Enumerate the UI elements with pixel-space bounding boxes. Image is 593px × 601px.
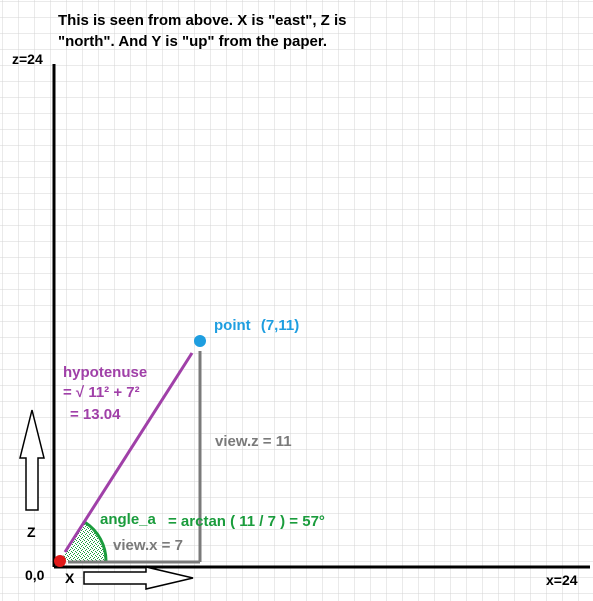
- hypotenuse-label-3: = 13.04: [70, 406, 121, 423]
- point-marker: [194, 335, 206, 347]
- z-max-label: z=24: [12, 51, 43, 67]
- hypotenuse-label-1: hypotenuse: [63, 364, 148, 381]
- x-direction-arrow: [83, 566, 194, 590]
- view-x-label: view.x = 7: [113, 537, 183, 554]
- origin-marker: [54, 555, 66, 567]
- point-label-text: point: [214, 317, 251, 334]
- hypotenuse-label-2: = √ 11² + 7²: [63, 384, 140, 401]
- origin-label: 0,0: [25, 567, 45, 583]
- point-label: point (7,11): [214, 317, 299, 334]
- view-z-label: view.z = 11: [215, 433, 292, 450]
- hypotenuse-line: [63, 352, 194, 553]
- angle-name-label: angle_a: [100, 511, 156, 528]
- x-arrow-label: X: [65, 570, 75, 586]
- z-arrow-label: Z: [27, 524, 36, 540]
- caption-line-2: "north". And Y is "up" from the paper.: [58, 33, 328, 50]
- z-direction-arrow: [19, 409, 45, 511]
- caption-line-1: This is seen from above. X is "east", Z …: [58, 12, 347, 29]
- x-max-label: x=24: [546, 572, 578, 588]
- point-coords-label: (7,11): [260, 317, 300, 334]
- angle-formula-label: = arctan ( 11 / 7 ) = 57°: [168, 513, 325, 530]
- angle-arc: [84, 521, 108, 562]
